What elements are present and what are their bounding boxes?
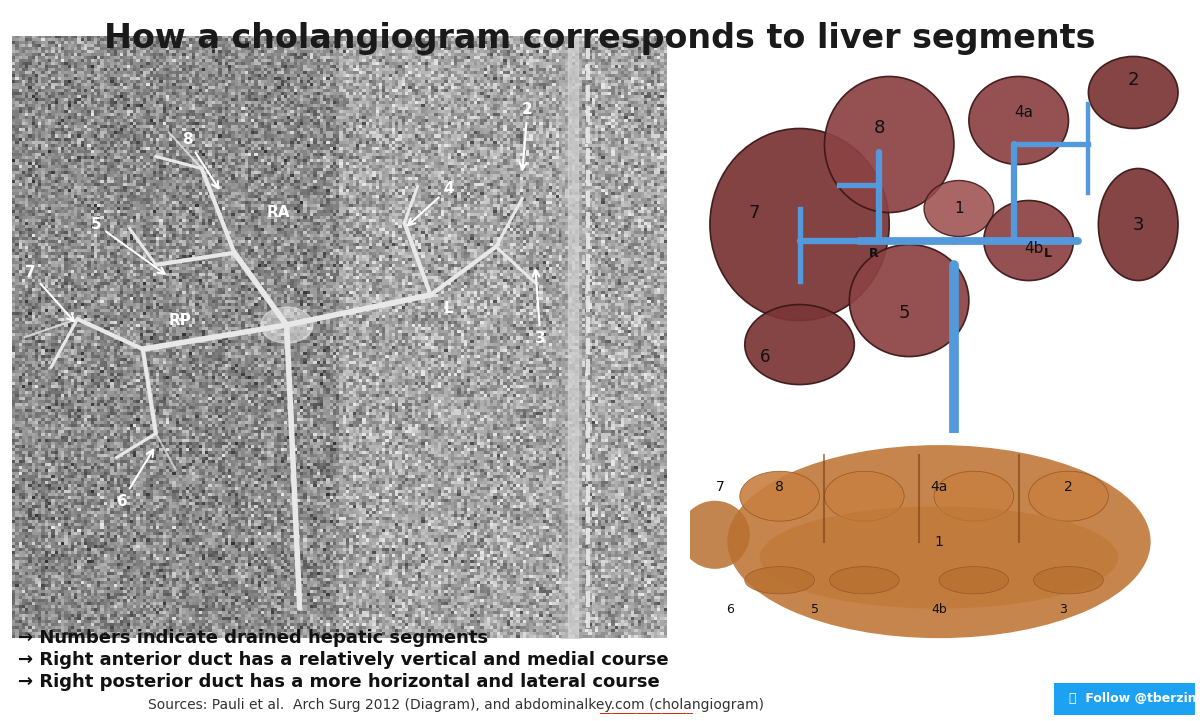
Text: 5: 5 xyxy=(810,603,818,616)
Ellipse shape xyxy=(727,445,1151,638)
Ellipse shape xyxy=(824,472,904,521)
Text: → Right posterior duct has a more horizontal and lateral course: → Right posterior duct has a more horizo… xyxy=(18,673,660,691)
Text: 3: 3 xyxy=(533,270,546,346)
Text: 6: 6 xyxy=(116,450,154,508)
Text: 8: 8 xyxy=(182,133,218,188)
Text: 6: 6 xyxy=(760,348,770,366)
Ellipse shape xyxy=(1033,567,1103,594)
Ellipse shape xyxy=(850,244,968,357)
Ellipse shape xyxy=(680,500,750,569)
Ellipse shape xyxy=(1088,56,1178,128)
Text: 4: 4 xyxy=(408,180,455,225)
Text: 7: 7 xyxy=(749,203,761,221)
Ellipse shape xyxy=(934,472,1014,521)
Ellipse shape xyxy=(968,76,1068,164)
Text: 2: 2 xyxy=(1064,480,1073,494)
Ellipse shape xyxy=(829,567,899,594)
Text: L: L xyxy=(444,301,454,316)
Text: 4a: 4a xyxy=(930,480,948,494)
Ellipse shape xyxy=(924,180,994,236)
Text: Sources: Pauli et al.  Arch Surg 2012 (Diagram), and abdominalkey.com (cholangio: Sources: Pauli et al. Arch Surg 2012 (Di… xyxy=(148,698,764,712)
Text: 7: 7 xyxy=(715,480,725,494)
Text: 5: 5 xyxy=(90,217,164,274)
Text: 1: 1 xyxy=(935,534,943,549)
Text: 5: 5 xyxy=(899,304,910,322)
Text: 🐦: 🐦 xyxy=(1068,692,1075,705)
Text: 7: 7 xyxy=(25,265,74,322)
Text: R: R xyxy=(869,247,878,260)
Ellipse shape xyxy=(710,128,889,321)
Text: → Numbers indicate drained hepatic segments: → Numbers indicate drained hepatic segme… xyxy=(18,629,488,647)
Text: _______________: _______________ xyxy=(599,701,692,714)
Ellipse shape xyxy=(1028,472,1109,521)
Ellipse shape xyxy=(984,200,1074,280)
Text: Follow @tberzin: Follow @tberzin xyxy=(1081,692,1196,705)
Text: 1: 1 xyxy=(954,201,964,216)
Ellipse shape xyxy=(940,567,1009,594)
Text: RP: RP xyxy=(169,313,192,328)
Text: 2: 2 xyxy=(520,102,533,169)
Text: 4b: 4b xyxy=(1024,241,1043,256)
Ellipse shape xyxy=(739,472,820,521)
Ellipse shape xyxy=(760,506,1118,609)
Text: How a cholangiogram corresponds to liver segments: How a cholangiogram corresponds to liver… xyxy=(104,22,1096,55)
Text: 3: 3 xyxy=(1060,603,1068,616)
Text: 4a: 4a xyxy=(1014,105,1033,120)
Text: 8: 8 xyxy=(874,120,884,138)
Ellipse shape xyxy=(824,76,954,213)
Ellipse shape xyxy=(745,304,854,384)
FancyBboxPatch shape xyxy=(1043,680,1200,718)
Text: → Right anterior duct has a relatively vertical and medial course: → Right anterior duct has a relatively v… xyxy=(18,651,668,669)
Ellipse shape xyxy=(260,307,313,343)
Ellipse shape xyxy=(1098,169,1178,280)
Text: L: L xyxy=(1044,247,1051,260)
Text: 8: 8 xyxy=(775,480,784,494)
Ellipse shape xyxy=(745,567,815,594)
Text: 6: 6 xyxy=(726,603,733,616)
Text: 4b: 4b xyxy=(931,603,947,616)
Text: 2: 2 xyxy=(1128,71,1139,89)
Text: 3: 3 xyxy=(1133,216,1144,234)
Text: RA: RA xyxy=(268,205,290,220)
